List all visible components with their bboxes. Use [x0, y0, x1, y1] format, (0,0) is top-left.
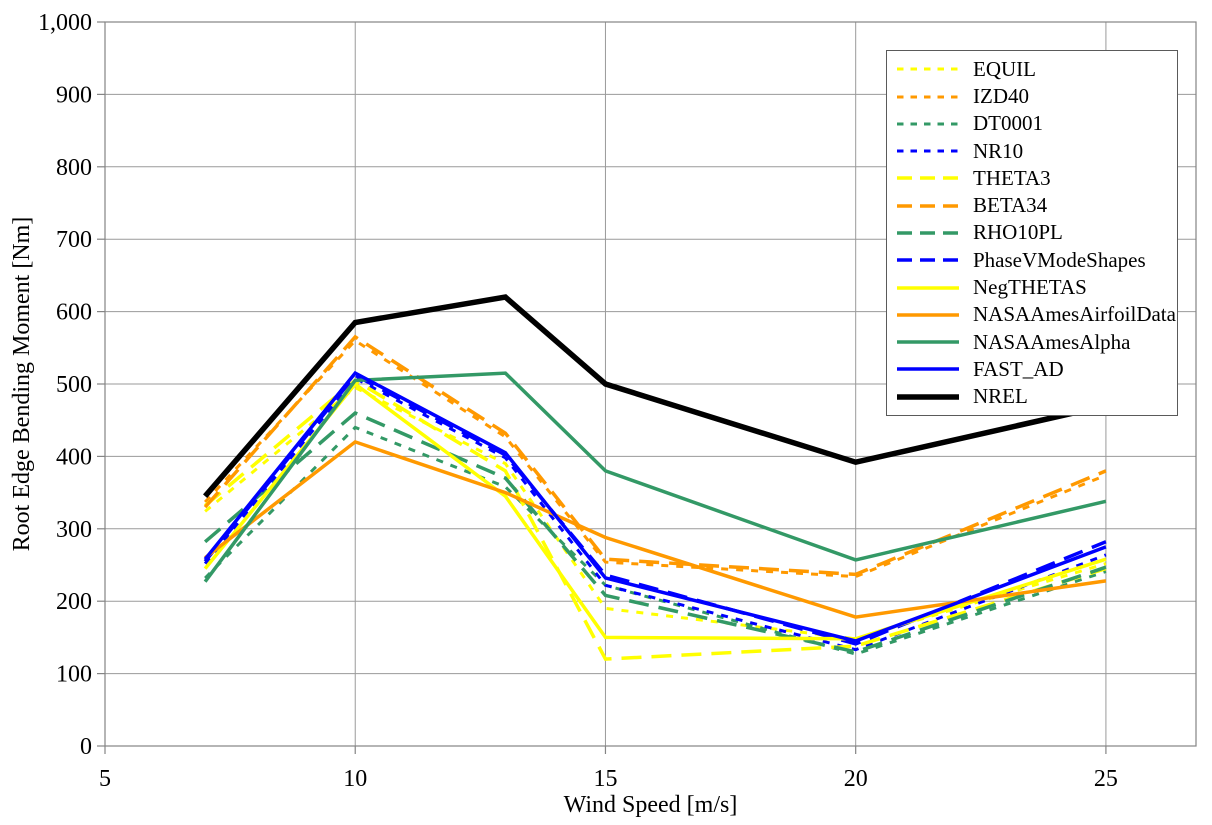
legend-label: DT0001 — [973, 111, 1043, 136]
legend-item-NegTHETAS: NegTHETAS — [895, 275, 1175, 301]
legend-item-BETA34: BETA34 — [895, 193, 1175, 219]
y-tick-label: 1,000 — [38, 10, 92, 36]
x-tick-label: 25 — [1094, 766, 1118, 792]
y-tick-label: 0 — [80, 734, 92, 760]
legend-label: NegTHETAS — [973, 275, 1087, 300]
legend-label: BETA34 — [973, 193, 1048, 218]
legend-item-EQUIL: EQUIL — [895, 56, 1175, 82]
legend-label: EQUIL — [973, 56, 1036, 81]
legend-label: PhaseVModeShapes — [973, 247, 1146, 272]
series-line-BETA34 — [203, 334, 1107, 577]
legend-item-FAST_AD: FAST_AD — [895, 356, 1175, 382]
x-tick-label: 5 — [99, 766, 111, 792]
legend-item-IZD40: IZD40 — [895, 84, 1175, 110]
legend-item-NR10: NR10 — [895, 138, 1175, 164]
legend-line-swatch — [897, 95, 959, 99]
legend-line-swatch — [897, 340, 959, 344]
x-tick-label: 20 — [844, 766, 868, 792]
legend-label: NASAAmesAirfoilData — [973, 302, 1176, 327]
y-tick-label: 400 — [56, 444, 92, 470]
y-tick-label: 300 — [56, 517, 92, 543]
y-tick-label: 100 — [56, 662, 92, 688]
y-tick-label: 900 — [56, 82, 92, 108]
legend-line-swatch — [897, 203, 959, 208]
y-tick-label: 500 — [56, 372, 92, 398]
legend-item-PhaseVModeShapes: PhaseVModeShapes — [895, 247, 1175, 273]
legend-label: IZD40 — [973, 84, 1029, 109]
legend-item-NREL: NREL — [895, 384, 1175, 410]
legend-line-swatch — [897, 122, 959, 126]
legend-label: THETA3 — [973, 165, 1051, 190]
legend-line-swatch — [897, 367, 959, 372]
legend-line-swatch — [897, 285, 959, 290]
legend-label: NREL — [973, 384, 1028, 409]
y-tick-label: 200 — [56, 589, 92, 615]
legend-line-swatch — [897, 313, 959, 317]
legend-item-RHO10PL: RHO10PL — [895, 220, 1175, 246]
series-line-RHO10PL — [203, 410, 1107, 654]
x-tick-label: 15 — [593, 766, 617, 792]
series-line-NREL — [203, 294, 1107, 498]
legend-item-THETA3: THETA3 — [895, 165, 1175, 191]
legend-line-swatch — [897, 176, 959, 181]
legend-label: NASAAmesAlpha — [973, 329, 1131, 354]
legend-line-swatch — [897, 149, 959, 153]
x-tick-label: 10 — [343, 766, 367, 792]
legend-line-swatch — [897, 67, 959, 71]
series-line-NASAAmesAlpha — [203, 371, 1107, 583]
legend-item-DT0001: DT0001 — [895, 111, 1175, 137]
legend-line-swatch — [897, 231, 959, 235]
y-tick-label: 600 — [56, 300, 92, 326]
series-line-THETA3 — [203, 378, 1107, 661]
y-tick-label: 800 — [56, 155, 92, 181]
legend-line-swatch — [897, 393, 959, 400]
legend-label: FAST_AD — [973, 356, 1064, 381]
legend-item-NASAAmesAlpha: NASAAmesAlpha — [895, 329, 1175, 355]
legend-label: RHO10PL — [973, 220, 1063, 245]
series-line-FAST_AD — [203, 370, 1107, 643]
legend: EQUIL IZD40 DT0001 NR10 THETA3 BETA34 RHO10PL P… — [886, 50, 1178, 416]
y-axis-title: Root Edge Bending Moment [Nm] — [9, 216, 35, 552]
x-axis-title: Wind Speed [m/s] — [563, 792, 738, 818]
y-tick-label: 700 — [56, 227, 92, 253]
legend-line-swatch — [897, 258, 959, 262]
legend-item-NASAAmesAirfoilData: NASAAmesAirfoilData — [895, 302, 1176, 328]
legend-label: NR10 — [973, 138, 1024, 163]
